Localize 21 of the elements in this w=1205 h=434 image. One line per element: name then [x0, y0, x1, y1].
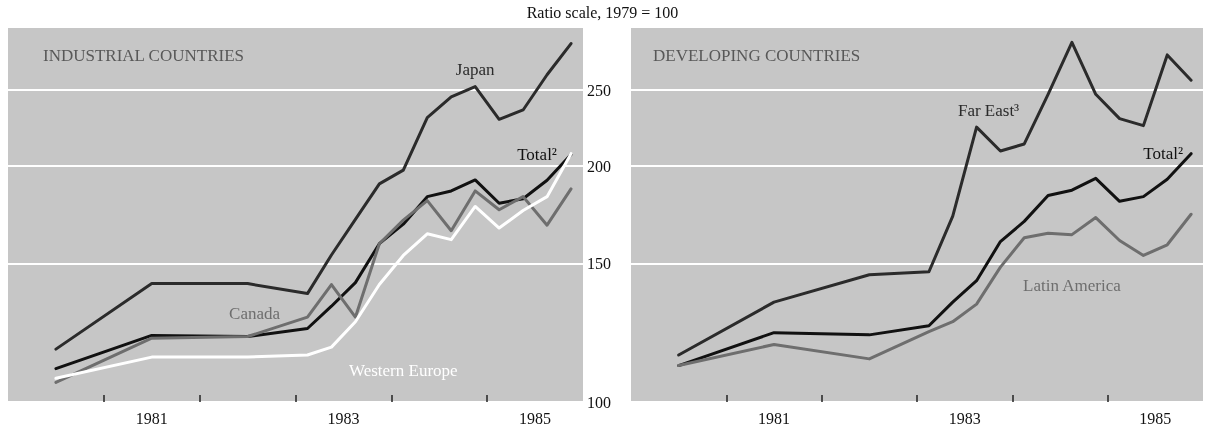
series-label: Canada	[229, 304, 281, 324]
line-series	[54, 187, 573, 384]
x-tick-label: 1983	[327, 409, 360, 427]
series-label: Total²	[1143, 143, 1184, 163]
x-tick-label: 1985	[519, 409, 552, 427]
x-tick-label: 1983	[948, 409, 981, 427]
x-tick-label: 1981	[758, 409, 790, 427]
series-label: Western Europe	[349, 360, 458, 380]
series-label: Japan	[455, 60, 496, 80]
y-tick-label: 150	[587, 255, 611, 273]
text: DEVELOPING COUNTRIES	[653, 46, 861, 65]
series-label: Latin America	[1023, 276, 1122, 296]
text: INDUSTRIAL COUNTRIES	[43, 46, 245, 65]
y-tick-label: 100	[587, 393, 611, 411]
y-tick-label: 250	[587, 81, 611, 99]
y-tick-label: 200	[587, 157, 611, 175]
y-axis-title: Ratio scale, 1979 = 100	[525, 4, 680, 22]
series-label: Total²	[517, 144, 557, 164]
series-label: Far East³	[957, 100, 1020, 120]
x-tick-label: 1981	[135, 409, 168, 427]
x-tick-label: 1985	[1139, 409, 1172, 427]
